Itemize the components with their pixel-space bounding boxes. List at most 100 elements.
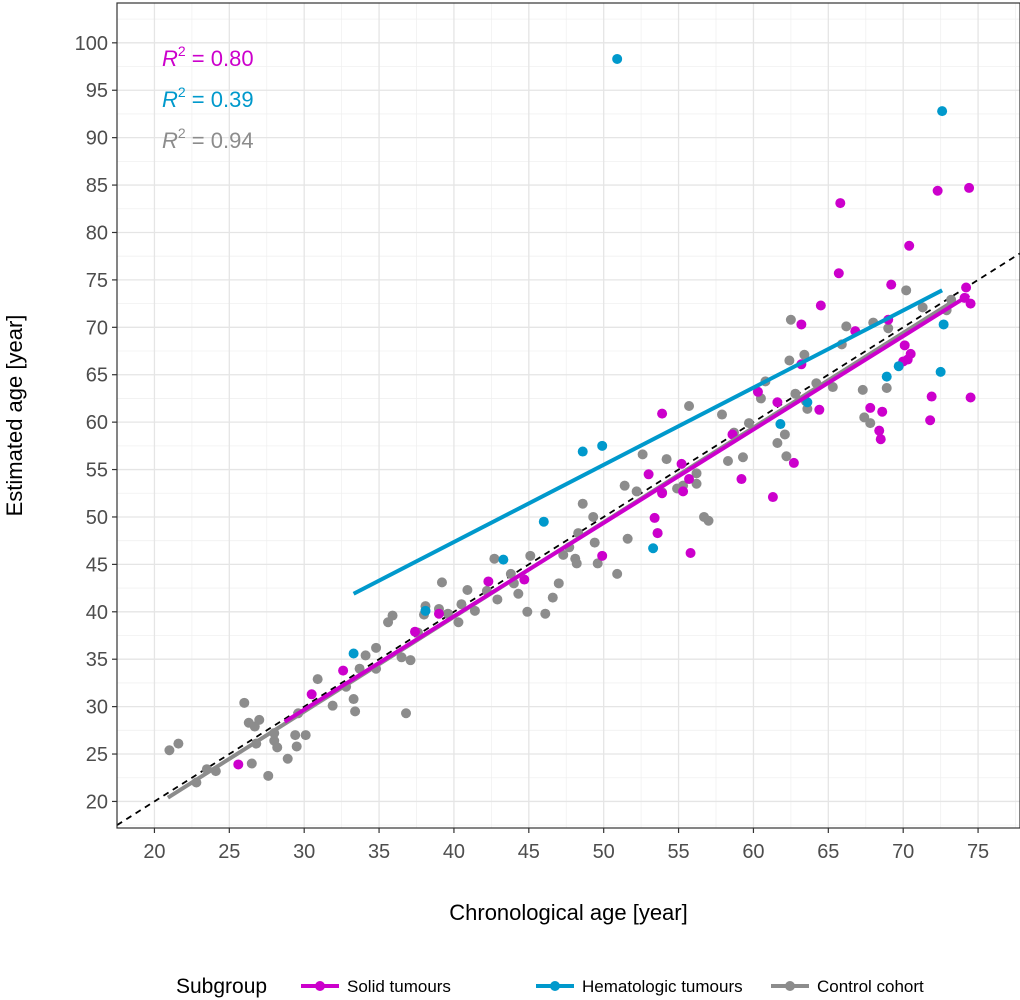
control-cohort-point	[282, 753, 293, 764]
control-cohort-point	[436, 577, 447, 588]
x-tick-label: 30	[293, 841, 315, 863]
control-cohort-point	[917, 302, 928, 313]
control-cohort-point	[722, 456, 733, 467]
x-tick-label: 50	[593, 841, 615, 863]
control-cohort-point	[691, 478, 702, 489]
solid-tumours-point	[964, 182, 975, 193]
control-cohort-point	[350, 706, 361, 717]
control-cohort-point	[540, 608, 551, 619]
solid-tumours-point	[965, 392, 976, 403]
solid-tumours-point	[676, 458, 687, 469]
control-cohort-point	[300, 730, 311, 741]
solid-tumours-point	[657, 488, 668, 499]
y-tick-label: 30	[86, 697, 108, 719]
y-tick-label: 70	[86, 317, 108, 339]
control-cohort-point	[456, 599, 467, 610]
x-tick-label: 65	[817, 841, 839, 863]
control-cohort-point	[588, 511, 599, 522]
control-cohort-point	[387, 610, 398, 621]
control-cohort-point	[263, 770, 274, 781]
hematologic-tumours-point	[420, 605, 431, 616]
y-tick-label: 60	[86, 412, 108, 434]
y-tick-label: 90	[86, 128, 108, 150]
control-cohort-point	[513, 588, 524, 599]
control-cohort-point	[173, 738, 184, 749]
solid-tumours-point	[875, 434, 886, 445]
solid-tumours-point	[657, 408, 668, 419]
solid-tumours-point	[865, 402, 876, 413]
control-cohort-point	[684, 401, 695, 412]
solid-tumours-point	[833, 268, 844, 279]
control-cohort-point	[743, 418, 754, 429]
solid-tumours-point	[815, 300, 826, 311]
control-cohort-point	[661, 454, 672, 465]
solid-tumours-point	[519, 574, 530, 585]
legend-key-point-control-cohort	[785, 981, 795, 991]
legend-title: Subgroup	[176, 975, 267, 998]
control-cohort-point	[327, 700, 338, 711]
control-cohort-point	[164, 745, 175, 756]
control-cohort-point	[547, 592, 558, 603]
control-cohort-point	[841, 321, 852, 332]
legend-label-solid-tumours: Solid tumours	[347, 977, 451, 996]
y-tick-label: 85	[86, 175, 108, 197]
control-cohort-point	[622, 533, 633, 544]
control-cohort-point	[239, 697, 250, 708]
y-tick-label: 55	[86, 460, 108, 482]
x-tick-label: 40	[443, 841, 465, 863]
legend-label-control-cohort: Control cohort	[817, 977, 924, 996]
control-cohort-point	[405, 655, 416, 666]
control-cohort-point	[612, 568, 623, 579]
solid-tumours-point	[306, 689, 317, 700]
points-layer	[164, 53, 976, 788]
control-cohort-point	[312, 674, 323, 685]
r2-superscript: 2	[178, 43, 186, 59]
y-tick-label: 45	[86, 554, 108, 576]
r2-symbol: R	[162, 128, 178, 153]
control-cohort-point	[631, 486, 642, 497]
control-cohort-point	[784, 355, 795, 366]
solid-tumours-point	[597, 550, 608, 561]
control-cohort-point	[881, 383, 892, 393]
r2-value: = 0.39	[186, 87, 254, 112]
hematologic-tumours-point	[648, 543, 659, 554]
control-cohort-point	[779, 429, 790, 440]
control-cohort-point	[790, 388, 801, 399]
control-cohort-point	[592, 558, 603, 569]
hematologic-tumours-point	[937, 106, 948, 117]
y-tick-label: 75	[86, 270, 108, 292]
solid-tumours-point	[877, 406, 888, 417]
hematologic-tumours-point	[348, 648, 359, 659]
control-cohort-point	[589, 537, 600, 548]
solid-tumours-point	[685, 548, 696, 558]
x-tick-label: 60	[742, 841, 764, 863]
control-cohort-point	[492, 594, 503, 605]
control-cohort-point	[462, 584, 473, 595]
r2-annotation: R2 = 0.39	[162, 84, 254, 112]
solid-tumours-point	[643, 469, 654, 480]
r2-superscript: 2	[178, 125, 186, 141]
control-cohort-point	[737, 452, 748, 463]
x-tick-label: 45	[518, 841, 540, 863]
solid-tumours-point	[788, 457, 799, 468]
minor-gridlines	[117, 3, 1020, 828]
control-cohort-point	[396, 652, 407, 663]
control-cohort-point	[691, 468, 702, 479]
control-cohort-point	[571, 558, 582, 569]
control-cohort-point	[290, 730, 301, 741]
control-cohort-point	[354, 663, 365, 674]
y-axis-title: Estimated age [year]	[2, 315, 27, 517]
hematologic-tumours-point	[498, 554, 509, 565]
hematologic-tumours-point	[538, 516, 549, 527]
solid-tumours-point	[410, 626, 421, 637]
control-cohort-point	[827, 382, 838, 393]
r2-value: = 0.80	[186, 46, 254, 71]
solid-tumours-point	[926, 391, 937, 402]
legend-label-hematologic-tumours: Hematologic tumours	[582, 977, 743, 996]
r2-symbol: R	[162, 46, 178, 71]
control-cohort-point	[371, 642, 382, 653]
hematologic-tumours-point	[775, 419, 786, 430]
x-tick-label: 70	[892, 841, 914, 863]
control-cohort-point	[401, 708, 412, 719]
